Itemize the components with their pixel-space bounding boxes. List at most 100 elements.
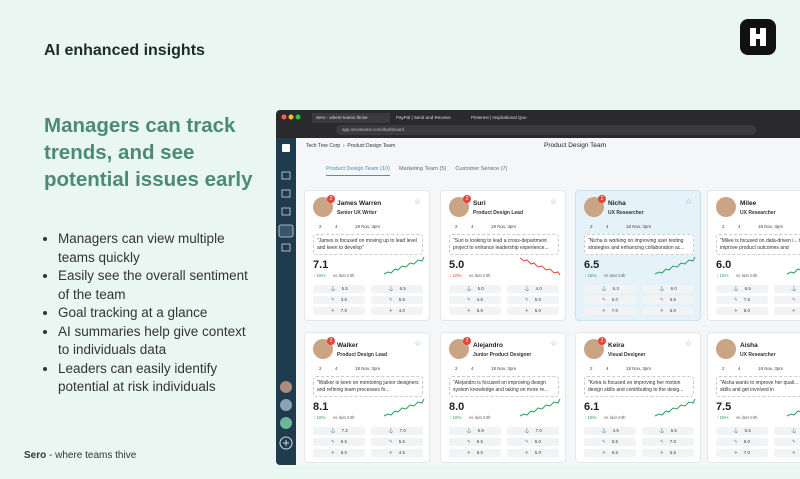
goal-count: 4 bbox=[471, 224, 474, 229]
employee-role: UX Researcher bbox=[608, 210, 644, 216]
star[interactable]: ☆ bbox=[413, 197, 421, 206]
metric: ✎ 6.0 bbox=[716, 438, 768, 446]
metric-value: 6.0 bbox=[534, 439, 542, 444]
metric-value: 5.5 bbox=[398, 297, 406, 302]
comment-count: 2 bbox=[319, 224, 322, 229]
metric-icon: ⚓ bbox=[659, 428, 665, 433]
slide-header: AI enhanced insights bbox=[44, 42, 205, 59]
ai-summary: "Keira is focused on improving her motio… bbox=[584, 376, 694, 397]
score-change: ↑ 15% bbox=[716, 273, 729, 278]
breadcrumb-item[interactable]: Product Design Team bbox=[347, 143, 396, 149]
avatar bbox=[716, 197, 736, 217]
employee-card[interactable]: 2 Nicha UX Researcher ☆ 2 4 18 Nov, 3pm "Nicha … bbox=[575, 190, 701, 321]
employee-name: Nicha bbox=[608, 200, 626, 207]
star[interactable]: ☆ bbox=[684, 197, 692, 206]
metric-icon: ✈ bbox=[659, 308, 664, 313]
metric-value: 5.0 bbox=[611, 297, 619, 302]
metric-value: 4.0 bbox=[535, 286, 542, 291]
metric: ⚓ 4.5 bbox=[584, 427, 636, 435]
page-title: Product Design Team bbox=[544, 142, 607, 149]
score: 6.5 bbox=[584, 259, 600, 271]
team-tabs: Product Design Team (10) Marketing Team … bbox=[326, 166, 508, 176]
metric-value: 7.0 bbox=[669, 439, 677, 444]
browser-tab[interactable]: Sero - where teams thrive bbox=[312, 113, 390, 123]
metric-value: 6.5 bbox=[744, 428, 751, 433]
change-note: vs last mth bbox=[604, 273, 626, 278]
metric-value: 6.0 bbox=[340, 450, 348, 455]
employee-card[interactable]: 2 James Warren Senior UX Writer ☆ 2 4 18 Nov, … bbox=[304, 190, 430, 321]
comment-count: 2 bbox=[590, 366, 593, 371]
metric: ⚓ 5.5 bbox=[313, 285, 365, 293]
metric: ✈4.5 bbox=[774, 307, 800, 315]
goal-count: 4 bbox=[335, 224, 338, 229]
metric: ⚓ 7.0 bbox=[507, 427, 559, 435]
employee-card[interactable]: 2 Walker Product Design Lead ☆ 2 4 18 Nov, 3pm… bbox=[304, 332, 430, 463]
metric-value: 5.0 bbox=[534, 450, 542, 455]
metric: ⚓ 4.0 bbox=[507, 285, 559, 293]
breadcrumb-item[interactable]: Tech Tree Corp bbox=[306, 143, 341, 149]
ai-summary: "Suri is looking to lead a cross-departm… bbox=[449, 234, 559, 255]
metric-icon: ✈ bbox=[388, 450, 393, 455]
metric-icon: ⚓ bbox=[466, 428, 472, 433]
star[interactable]: ☆ bbox=[549, 197, 557, 206]
screenshot: Sero - where teams thrive PayPal | Send … bbox=[276, 110, 800, 465]
metric-icon: ✎ bbox=[791, 297, 796, 302]
metric: ✎ 5.5 bbox=[584, 438, 636, 446]
badge: 2 bbox=[598, 195, 606, 203]
goal-count: 4 bbox=[335, 366, 338, 371]
employee-name: Aisha bbox=[740, 342, 758, 349]
metric: ⚓ 7.2 bbox=[313, 427, 365, 435]
star[interactable]: ☆ bbox=[413, 339, 421, 348]
employee-card[interactable]: 2 Keira Visual Designer ☆ 2 4 18 Nov, 3pm "Keir… bbox=[575, 332, 701, 463]
metric-icon: ✎ bbox=[601, 439, 606, 444]
browser-bar: Sero - where teams thrive PayPal | Send … bbox=[276, 110, 800, 138]
employee-card[interactable]: 2 Suri Product Design Lead ☆ 2 4 18 Nov, 3pm "S… bbox=[440, 190, 566, 321]
metric: ✈ 5.0 bbox=[642, 307, 694, 315]
metric-icon: ✎ bbox=[466, 297, 471, 302]
browser-tab[interactable]: PayPal | Send and Receive bbox=[396, 115, 451, 120]
metric-icon: ✎ bbox=[388, 439, 393, 444]
metric-icon: ✎ bbox=[733, 439, 738, 444]
metric-value: 7.2 bbox=[341, 428, 348, 433]
metric: ⚓ 6.0 bbox=[642, 285, 694, 293]
star[interactable]: ☆ bbox=[549, 339, 557, 348]
metric-value: 6.5 bbox=[476, 439, 484, 444]
score-change: ↓ 10% bbox=[449, 273, 462, 278]
metric-value: 6.5 bbox=[340, 439, 348, 444]
metric-icon: ⚓ bbox=[733, 286, 739, 291]
change-note: vs last mth bbox=[736, 415, 758, 420]
metric-value: 5.5 bbox=[611, 439, 619, 444]
goal-count: 4 bbox=[738, 224, 741, 229]
metric-icon: ✈ bbox=[733, 450, 738, 455]
metric-value: 7.0 bbox=[535, 428, 542, 433]
team-tab[interactable]: Product Design Team (10) bbox=[326, 166, 390, 176]
star[interactable]: ☆ bbox=[684, 339, 692, 348]
metric-icon: ✈ bbox=[466, 450, 471, 455]
employee-card[interactable]: 2 Alejandro Junior Product Designer ☆ 2 4 18 N… bbox=[440, 332, 566, 463]
checkin-date: 18 Nov, 3pm bbox=[626, 366, 652, 371]
metric: ✎ 5.0 bbox=[584, 296, 636, 304]
metric-value: 6.5 bbox=[670, 428, 677, 433]
goal-count: 4 bbox=[606, 366, 609, 371]
team-tab[interactable]: Marketing Team (5) bbox=[398, 166, 447, 172]
sparkline bbox=[519, 257, 561, 276]
employee-name: James Warren bbox=[337, 200, 382, 207]
change-note: vs last mth bbox=[469, 273, 491, 278]
score-change: ↑ 15% bbox=[313, 415, 326, 420]
metric: ✎ 7.0 bbox=[642, 438, 694, 446]
metric-icon: ⚓ bbox=[659, 286, 665, 291]
metric: ✎5.5 bbox=[371, 296, 423, 304]
browser-tab[interactable]: Pinterest | Inspirational Quo bbox=[471, 115, 527, 120]
team-tab[interactable]: Customer Service (7) bbox=[455, 166, 508, 172]
sidebar-icons bbox=[278, 144, 294, 450]
checkin-date: 18 Nov, 3pm bbox=[355, 224, 381, 229]
address-bar[interactable]: app.seroteams.com/dashboard bbox=[336, 125, 756, 135]
metric: ✎5.5 bbox=[774, 296, 800, 304]
metric: ✎ 6.0 bbox=[507, 438, 559, 446]
bullet-list: Managers can view multiple teams quickly… bbox=[44, 230, 259, 397]
employee-role: UX Researcher bbox=[740, 352, 776, 358]
metric-icon: ✎ bbox=[466, 439, 471, 444]
change-note: vs last mth bbox=[736, 273, 758, 278]
